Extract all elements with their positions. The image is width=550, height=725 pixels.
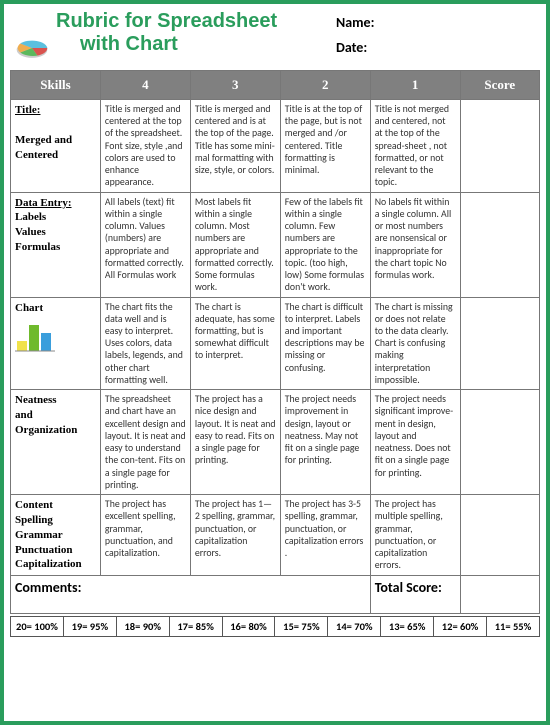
title-line-2: with Chart bbox=[56, 33, 277, 56]
grade-cell-0: 20= 100% bbox=[11, 617, 64, 637]
desc-0-c2: Title is at the top of the page, but is … bbox=[280, 100, 370, 193]
score-cell-4[interactable] bbox=[460, 495, 539, 576]
grade-cell-2: 18= 90% bbox=[116, 617, 169, 637]
date-field-label: Date: bbox=[336, 39, 536, 56]
grade-scale-row: 20= 100%19= 95%18= 90%17= 85%16= 80%15= … bbox=[11, 617, 540, 637]
rubric-row-0: Title:Merged and CenteredTitle is merged… bbox=[11, 100, 540, 193]
desc-1-c1: No labels fit within a single column. Al… bbox=[370, 192, 460, 297]
desc-3-c3: The project has a nice design and layout… bbox=[190, 390, 280, 495]
pie-chart-icon bbox=[14, 36, 50, 60]
grade-cell-4: 16= 80% bbox=[222, 617, 275, 637]
rubric-table: Skills4321Score Title:Merged and Centere… bbox=[10, 70, 540, 614]
title-block: Rubric for Spreadsheet with Chart bbox=[56, 10, 277, 56]
score-cell-3[interactable] bbox=[460, 390, 539, 495]
grade-cell-3: 17= 85% bbox=[169, 617, 222, 637]
rubric-row-3: NeatnessandOrganizationThe spreadsheet a… bbox=[11, 390, 540, 495]
desc-4-c1: The project has multiple spelling, gramm… bbox=[370, 495, 460, 576]
rubric-row-4: ContentSpellingGrammarPunctuationCapital… bbox=[11, 495, 540, 576]
score-cell-0[interactable] bbox=[460, 100, 539, 193]
column-header-5: Score bbox=[460, 71, 539, 100]
desc-1-c2: Few of the labels fit within a single co… bbox=[280, 192, 370, 297]
rubric-header-row: Skills4321Score bbox=[11, 71, 540, 100]
grade-cell-8: 12= 60% bbox=[434, 617, 487, 637]
desc-3-c4: The spreadsheet and chart have an excell… bbox=[100, 390, 190, 495]
desc-1-c4: All labels (text) fit within a single co… bbox=[100, 192, 190, 297]
desc-4-c3: The project has 1—2 spelling, grammar, p… bbox=[190, 495, 280, 576]
column-header-1: 4 bbox=[100, 71, 190, 100]
desc-2-c1: The chart is missing or does not relate … bbox=[370, 297, 460, 390]
grade-cell-5: 15= 75% bbox=[275, 617, 328, 637]
skill-cell-3: NeatnessandOrganization bbox=[11, 390, 101, 495]
grade-scale-table: 20= 100%19= 95%18= 90%17= 85%16= 80%15= … bbox=[10, 616, 540, 637]
comments-row: Comments: Total Score: bbox=[11, 576, 540, 614]
skill-cell-2: Chart bbox=[11, 297, 101, 390]
desc-4-c2: The project has 3-5 spelling, grammar, p… bbox=[280, 495, 370, 576]
desc-4-c4: The project has excellent spelling, gram… bbox=[100, 495, 190, 576]
total-score-label: Total Score: bbox=[370, 576, 460, 614]
grade-cell-9: 11= 55% bbox=[487, 617, 540, 637]
skill-cell-0: Title:Merged and Centered bbox=[11, 100, 101, 193]
score-cell-2[interactable] bbox=[460, 297, 539, 390]
skill-cell-1: Data Entry:LabelsValuesFormulas bbox=[11, 192, 101, 297]
name-field-label: Name: bbox=[336, 14, 536, 31]
bar-chart-icon bbox=[15, 319, 59, 353]
desc-3-c2: The project needs improvement in design,… bbox=[280, 390, 370, 495]
desc-1-c3: Most labels fit within a single column. … bbox=[190, 192, 280, 297]
grade-cell-6: 14= 70% bbox=[328, 617, 381, 637]
grade-cell-1: 19= 95% bbox=[63, 617, 116, 637]
rubric-row-1: Data Entry:LabelsValuesFormulasAll label… bbox=[11, 192, 540, 297]
comments-label: Comments: bbox=[11, 576, 281, 614]
desc-0-c3: Title is merged and centered and is at t… bbox=[190, 100, 280, 193]
score-cell-1[interactable] bbox=[460, 192, 539, 297]
header-right: Name: Date: bbox=[336, 10, 536, 64]
column-header-4: 1 bbox=[370, 71, 460, 100]
rubric-body: Title:Merged and CenteredTitle is merged… bbox=[11, 100, 540, 576]
desc-2-c3: The chart is adequate, has some formatti… bbox=[190, 297, 280, 390]
title-line-1: Rubric for Spreadsheet bbox=[56, 10, 277, 33]
column-header-2: 3 bbox=[190, 71, 280, 100]
rubric-row-2: ChartThe chart fits the data well and is… bbox=[11, 297, 540, 390]
desc-0-c1: Title is not merged and centered, not at… bbox=[370, 100, 460, 193]
column-header-0: Skills bbox=[11, 71, 101, 100]
total-score-value[interactable] bbox=[460, 576, 539, 614]
desc-2-c2: The chart is difficult to interpret. Lab… bbox=[280, 297, 370, 390]
comments-spacer bbox=[280, 576, 370, 614]
header: Rubric for Spreadsheet with Chart Name: … bbox=[10, 8, 540, 70]
desc-0-c4: Title is merged and centered at the top … bbox=[100, 100, 190, 193]
rubric-page: Rubric for Spreadsheet with Chart Name: … bbox=[0, 0, 550, 725]
header-left: Rubric for Spreadsheet with Chart bbox=[14, 10, 336, 64]
grade-cell-7: 13= 65% bbox=[381, 617, 434, 637]
desc-2-c4: The chart fits the data well and is easy… bbox=[100, 297, 190, 390]
column-header-3: 2 bbox=[280, 71, 370, 100]
skill-cell-4: ContentSpellingGrammarPunctuationCapital… bbox=[11, 495, 101, 576]
desc-3-c1: The project needs significant improve-me… bbox=[370, 390, 460, 495]
